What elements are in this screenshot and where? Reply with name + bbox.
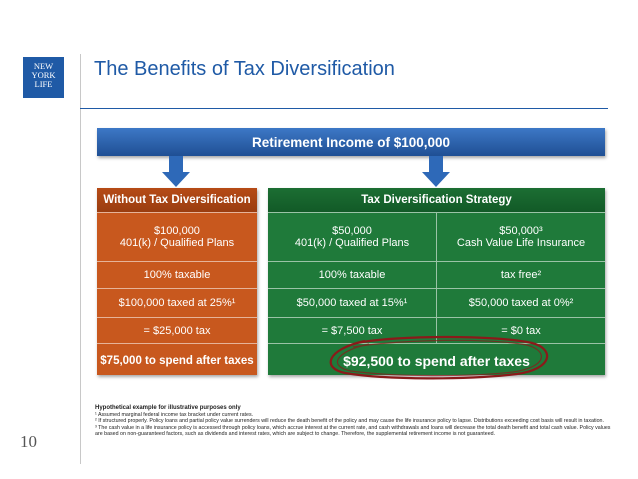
logo-line-1: NEW <box>33 61 54 71</box>
tax-amount: = $0 tax <box>436 318 605 343</box>
footnote-1: ¹ Assumed marginal federal income tax br… <box>95 411 254 418</box>
tax-status: tax free² <box>436 262 605 288</box>
account-type: Cash Value Life Insurance <box>456 237 586 249</box>
retirement-income-banner: Retirement Income of $100,000 <box>97 128 605 156</box>
title-rule <box>80 108 608 109</box>
tax-amount: = $25,000 tax <box>143 324 211 337</box>
tax-amount: = $7,500 tax <box>321 324 383 337</box>
down-arrow-icon <box>162 156 190 187</box>
panel-header: Without Tax Diversification <box>97 188 257 212</box>
amount: $50,000³ <box>499 225 543 237</box>
spendable-income: $92,500 to spend after taxes <box>343 352 530 369</box>
amount: $50,000 <box>332 225 372 237</box>
tax-rate: $50,000 taxed at 15%¹ <box>296 297 408 309</box>
without-diversification-panel: Without Tax Diversification $100,000 401… <box>97 188 257 375</box>
tax-status: 100% taxable <box>318 269 386 281</box>
tax-diversification-panel: Tax Diversification Strategy $50,000 401… <box>268 188 605 375</box>
logo-line-3: LIFE <box>34 79 53 89</box>
footnotes: Hypothetical example for illustrative pu… <box>95 405 615 438</box>
down-arrow-icon <box>422 156 450 187</box>
logo-line-2: YORK <box>31 70 56 80</box>
amount: $100,000 <box>154 225 200 237</box>
highlight-circle-icon <box>329 335 549 380</box>
tax-rate: $100,000 taxed at 25%¹ <box>118 297 236 309</box>
account-type: 401(k) / Qualified Plans <box>119 237 235 249</box>
footnote-2: ² If structured properly. Policy loans a… <box>95 418 604 425</box>
slide-title: The Benefits of Tax Diversification <box>94 58 395 80</box>
tax-rate: $50,000 taxed at 0%² <box>436 289 605 317</box>
panel-header: Tax Diversification Strategy <box>268 188 605 212</box>
vertical-divider <box>80 54 81 464</box>
footnote-3: ³ The cash value in a life insurance pol… <box>95 424 611 438</box>
new-york-life-logo: NEW YORK LIFE <box>23 57 64 98</box>
page-number: 10 <box>20 432 37 451</box>
spendable-income: $75,000 to spend after taxes <box>100 354 254 367</box>
tax-status: 100% taxable <box>143 269 211 281</box>
footnote-heading: Hypothetical example for illustrative pu… <box>95 405 241 411</box>
account-type: 401(k) / Qualified Plans <box>294 237 410 249</box>
